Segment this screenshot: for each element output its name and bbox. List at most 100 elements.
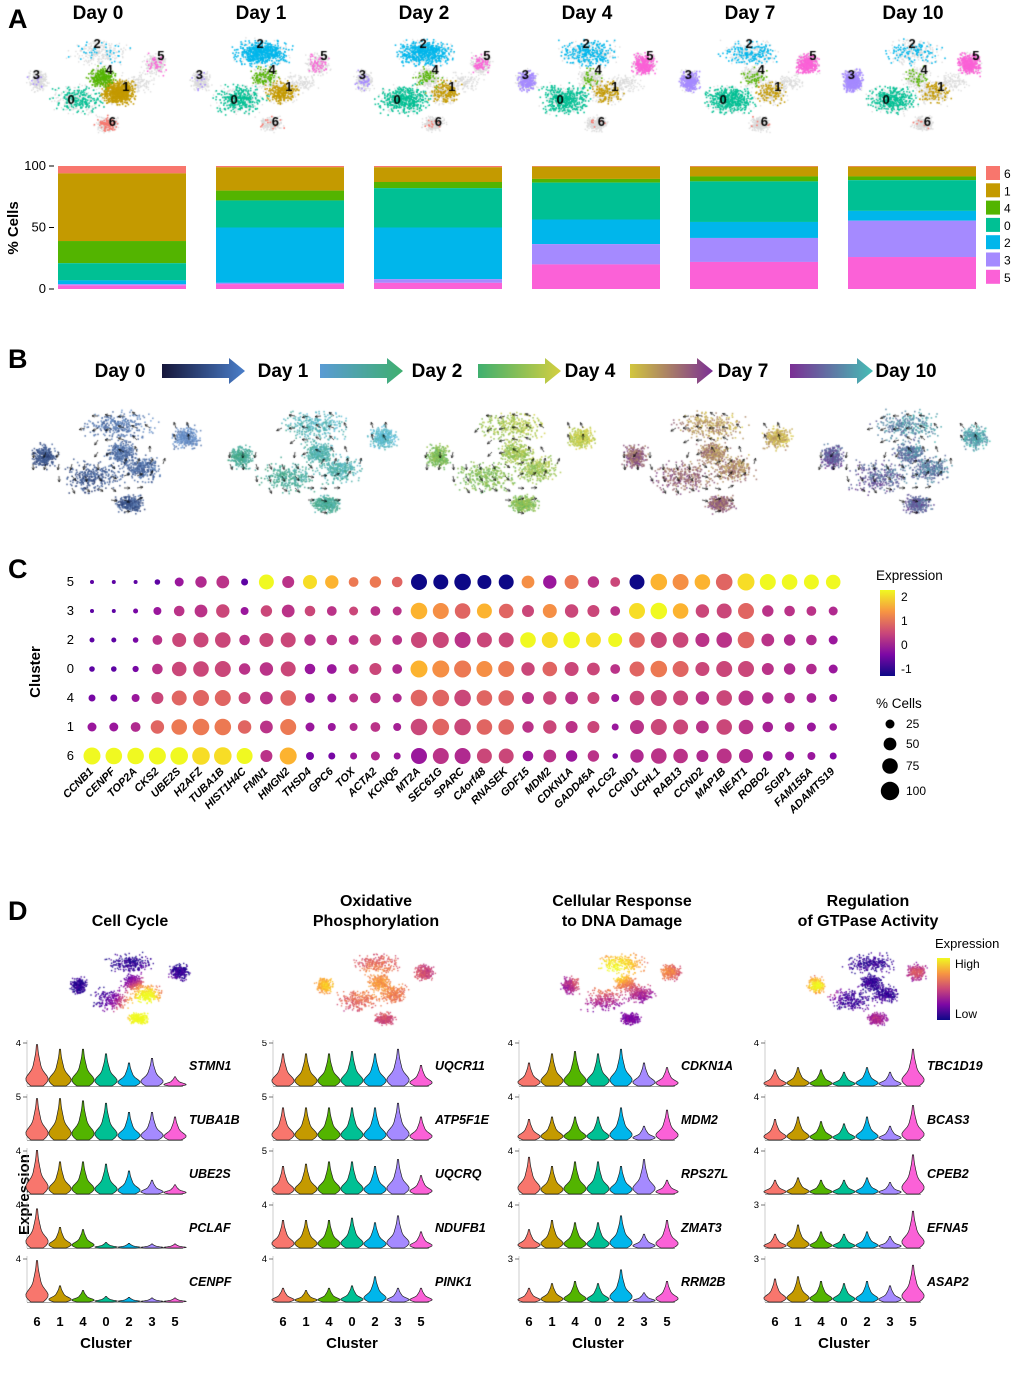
velocity-umap-day4-7 — [616, 398, 801, 533]
dot — [762, 751, 773, 761]
dot — [454, 632, 471, 648]
violin-gene-label: CPEB2 — [927, 1167, 969, 1181]
umap-day10 — [837, 28, 989, 150]
dot — [522, 721, 534, 733]
violin — [786, 1067, 810, 1087]
bar-segment-cluster-4 — [58, 241, 186, 264]
timeline-day-label: Day 1 — [258, 361, 309, 382]
cluster-tick: 2 — [617, 1314, 624, 1329]
bar-segment-cluster-4 — [374, 181, 502, 189]
violin — [878, 1125, 902, 1141]
dot — [214, 690, 231, 706]
dot — [350, 752, 358, 760]
dot — [498, 574, 514, 590]
violin — [140, 1297, 164, 1303]
dot — [152, 663, 163, 675]
expr-legend-tick: -1 — [901, 662, 912, 676]
dotplot-row-tick: 2 — [67, 632, 74, 647]
violin-ymax-tick: 4 — [262, 1200, 267, 1211]
dot — [716, 719, 732, 735]
dotplot-row-tick: 0 — [67, 661, 74, 676]
dot — [150, 720, 165, 734]
violin — [632, 1233, 656, 1249]
violin — [386, 1287, 410, 1303]
dot — [543, 691, 557, 705]
dot — [829, 752, 837, 760]
bar-segment-cluster-2 — [58, 280, 186, 285]
violin-gene-label: TBC1D19 — [927, 1059, 983, 1073]
dot — [477, 575, 492, 589]
violin — [140, 1112, 164, 1141]
cluster-tick: 0 — [102, 1314, 109, 1329]
dot — [392, 606, 402, 616]
violin-ymax-tick: 4 — [16, 1200, 21, 1211]
violin — [25, 1044, 49, 1087]
cluster-axis-label: Cluster — [326, 1335, 378, 1352]
dot — [237, 720, 252, 734]
dot — [587, 721, 600, 733]
cluster-tick: 5 — [909, 1314, 916, 1329]
bar-segment-cluster-0 — [848, 180, 976, 211]
violin — [340, 1285, 364, 1303]
panel-d-label: D — [8, 896, 28, 926]
violin-ymax-tick: 5 — [262, 1040, 267, 1049]
dot — [148, 747, 166, 765]
violin — [763, 1233, 787, 1249]
dot — [88, 694, 96, 702]
dot — [629, 661, 645, 677]
cluster-tick: 4 — [79, 1314, 87, 1329]
cluster-axis-label: Cluster — [818, 1335, 870, 1352]
dot — [391, 576, 403, 588]
dot — [612, 753, 618, 759]
dot — [476, 603, 492, 619]
dot — [369, 634, 382, 646]
violin-gene-label: UQCR11 — [435, 1059, 485, 1073]
velocity-umap-day7-10 — [813, 398, 998, 533]
dot — [608, 633, 623, 647]
marker-gene-dotplot: Cluster5320416CCNB1CENPFTOP2ACKS2UBE2SH2… — [27, 568, 943, 817]
violin-gene-label: EFNA5 — [927, 1221, 969, 1235]
violin-ymax-tick: 4 — [508, 1092, 513, 1103]
violin-gene-label: CENPF — [189, 1275, 232, 1289]
dot — [392, 693, 402, 703]
dot — [695, 633, 710, 647]
cluster-tick: 4 — [571, 1314, 579, 1329]
violin — [71, 1290, 95, 1303]
violin — [655, 1067, 679, 1087]
dot — [543, 720, 557, 734]
cluster-tick: 6 — [33, 1314, 40, 1329]
violin — [163, 1297, 187, 1303]
expr-legend-tick: 1 — [901, 614, 908, 628]
dot — [411, 748, 427, 764]
dot — [828, 606, 838, 616]
legend-swatch-4 — [986, 200, 1000, 215]
cluster-tick: 1 — [548, 1314, 555, 1329]
cluster-tick: 0 — [594, 1314, 601, 1329]
violin — [655, 1109, 679, 1141]
dot — [521, 575, 535, 589]
dot — [784, 605, 795, 617]
col-title-dna-damage: Cellular Response to DNA Damage — [499, 892, 745, 932]
violin — [94, 1053, 118, 1087]
dot — [696, 750, 709, 762]
violin — [586, 1116, 610, 1141]
dot — [650, 660, 668, 678]
dotplot-pct-legend-title: % Cells — [876, 696, 922, 711]
dot — [370, 606, 381, 616]
dot — [476, 690, 493, 706]
dot — [543, 749, 557, 763]
bar-segment-cluster-6 — [58, 166, 186, 174]
dotplot-row-tick: 3 — [67, 603, 74, 618]
violin-gene-label: CDKN1A — [681, 1059, 733, 1073]
violin — [317, 1161, 341, 1195]
dot — [132, 637, 139, 643]
violin — [540, 1220, 564, 1249]
velocity-umap-day0-1 — [25, 398, 210, 533]
dot — [650, 719, 667, 735]
violin — [117, 1170, 141, 1195]
dot — [695, 691, 710, 705]
dot — [829, 694, 838, 702]
pct-legend-dot — [885, 719, 895, 729]
